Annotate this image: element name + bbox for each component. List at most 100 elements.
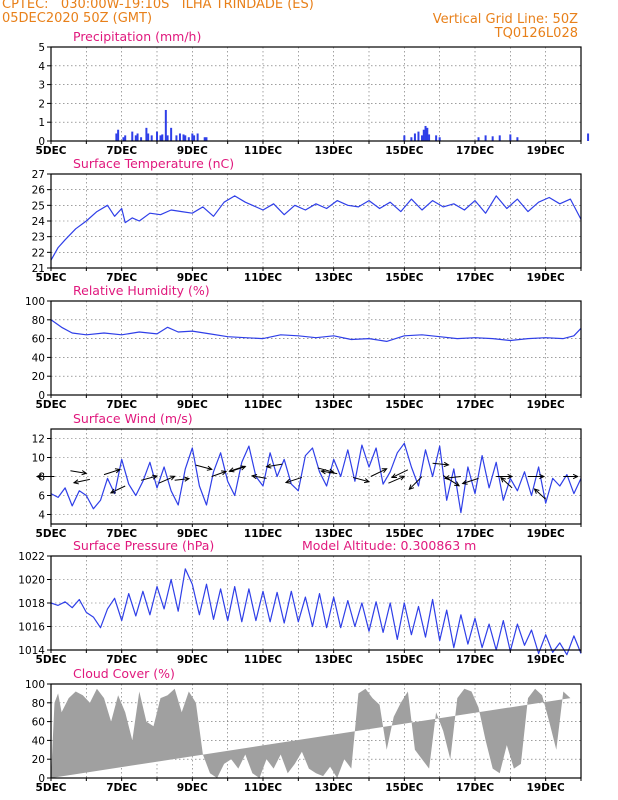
x-tick-label: 7DEC (106, 272, 137, 284)
wind-arrow-head (35, 473, 42, 480)
y-tick-label: 1016 (18, 622, 45, 634)
precip-bar (159, 135, 162, 141)
wind-arrow (266, 463, 283, 468)
wind-arrow (391, 469, 409, 478)
precip-bar (422, 129, 425, 141)
precip-bar (193, 135, 196, 141)
panel-frame (50, 300, 582, 396)
y-tick-label: 0 (38, 390, 45, 402)
y-tick-label: 10 (32, 453, 45, 465)
y-tick-label: 40 (32, 352, 45, 364)
precip-bar (124, 135, 127, 141)
panel-cloud: 0 20 40 60 80 100 5DEC 7DEC 9DEC 11DEC 13DEC 15DEC 1… (25, 666, 582, 794)
precip-bar (145, 127, 148, 141)
y-tick-label: 0 (38, 773, 45, 785)
wind-arrow (444, 476, 461, 479)
x-tick-label: 7DEC (106, 528, 137, 540)
wind-arrow (70, 470, 87, 474)
wind-arrow (103, 468, 121, 476)
precip-bar (161, 134, 164, 141)
header-location: CPTEC: 030:00W-19:10S ILHA TRINDADE (ES) (2, 0, 314, 12)
wind-arrow-head (381, 468, 388, 474)
precip-bar (156, 131, 158, 141)
panel-frame (50, 46, 582, 142)
precip-bar (205, 137, 208, 141)
precip-bar (435, 135, 438, 141)
y-tick-label: 1018 (18, 598, 45, 610)
x-tick-label: 5DEC (36, 528, 67, 540)
x-tick-label: 19DEC (527, 654, 566, 666)
wind-arrow (321, 470, 338, 475)
precip-bar (134, 135, 137, 141)
precip-bar (182, 134, 185, 141)
precip-bar (498, 135, 501, 141)
x-tick-label: 15DEC (385, 528, 424, 540)
x-tick-label: 7DEC (106, 654, 137, 666)
header-run-time: 05DEC2020 50Z (GMT) (2, 11, 153, 26)
panel-rh: 0 20 40 60 80 100 5DEC 7DEC 9DEC 11DEC 13DEC 15DEC 1… (25, 283, 582, 411)
y-tick-label: 1 (38, 117, 45, 129)
y-tick-label: 6 (38, 491, 45, 503)
wind-arrow-head (206, 465, 213, 471)
precip-bar (166, 135, 169, 141)
x-tick-label: 5DEC (36, 272, 67, 284)
panel-precip: 0 1 2 3 4 5 5DEC 7DEC 9DEC 11DEC 13DEC 15DEC 17DEC 19… (36, 29, 590, 157)
precip-bar (413, 133, 416, 141)
wind-arrow (370, 468, 387, 477)
x-tick-label: 5DEC (36, 782, 67, 794)
x-tick-label: 11DEC (244, 782, 283, 794)
header-grid-note: Vertical Grid Line: 50Z (432, 12, 578, 27)
wind-arrow (211, 470, 227, 477)
x-tick-label: 7DEC (106, 145, 137, 157)
precip-bar (484, 135, 487, 141)
panel-title: Relative Humidity (%) (73, 283, 210, 298)
y-tick-label: 40 (32, 735, 45, 747)
precip-bar (178, 133, 181, 141)
wind-arrow (252, 475, 267, 479)
y-tick-label: 24 (32, 216, 46, 228)
precip-bar (147, 133, 150, 141)
wind-arrow (140, 475, 158, 481)
panel-title: Surface Wind (m/s) (73, 411, 193, 426)
x-tick-label: 7DEC (106, 399, 137, 411)
x-tick-label: 9DEC (177, 654, 208, 666)
y-tick-label: 27 (32, 169, 45, 181)
x-tick-label: 13DEC (315, 272, 354, 284)
precip-bar (438, 137, 441, 141)
wind-arrow-head (363, 478, 371, 484)
precip-bar (428, 134, 431, 141)
wind-arrow-head (251, 474, 258, 480)
x-tick-label: 13DEC (315, 528, 354, 540)
wind-arrow-head (151, 474, 159, 480)
x-tick-label: 9DEC (177, 528, 208, 540)
precip-bar (191, 133, 194, 141)
y-tick-label: 1020 (18, 575, 45, 587)
panel-title: Precipitation (mm/h) (73, 29, 201, 44)
x-tick-label: 15DEC (385, 145, 424, 157)
panel-frame (50, 683, 582, 779)
wind-arrow-head (408, 484, 415, 491)
wind-arrow-head (265, 463, 272, 469)
x-tick-label: 19DEC (527, 399, 566, 411)
wind-arrow-head (461, 479, 468, 485)
wind-arrow-head (500, 476, 506, 483)
y-tick-label: 25 (32, 200, 45, 212)
y-tick-label: 20 (32, 371, 45, 383)
precip-bar (587, 133, 590, 141)
precip-bar (164, 109, 167, 141)
precip-bar (184, 135, 187, 141)
wind-arrow (229, 466, 246, 473)
y-tick-label: 23 (32, 232, 45, 244)
y-tick-label: 100 (25, 296, 45, 308)
precip-bar (175, 135, 178, 141)
x-tick-label: 13DEC (315, 782, 354, 794)
y-tick-label: 60 (32, 717, 45, 729)
wind-arrow (174, 478, 190, 481)
precip-bar (516, 137, 519, 141)
x-tick-label: 5DEC (36, 654, 67, 666)
wind-arrow (500, 477, 513, 489)
precip-bar (115, 133, 118, 141)
y-tick-label: 4 (38, 510, 45, 522)
rh-line (50, 319, 582, 342)
